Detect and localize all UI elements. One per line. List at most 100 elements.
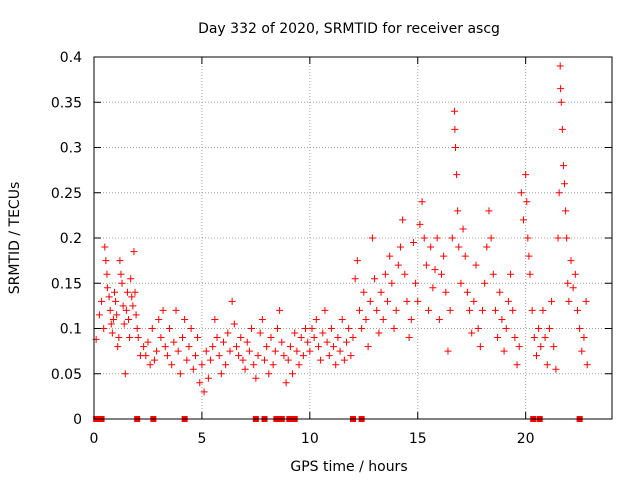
data-point [384,297,392,305]
data-point [191,352,199,360]
data-point [563,234,571,242]
data-point [409,239,417,247]
data-point [366,297,374,305]
data-point [470,297,478,305]
data-point [304,338,312,346]
data-point [100,325,108,332]
data-point [427,243,435,251]
data-point [494,334,502,342]
data-point [297,334,305,342]
data-point [371,275,379,283]
data-point [377,288,385,296]
data-point [202,347,210,355]
data-point [332,361,340,369]
data-point [148,325,156,332]
data-point [358,325,366,332]
data-point [550,343,558,351]
data-point [416,220,424,228]
data-point [108,329,116,337]
data-point [351,275,359,283]
data-point [245,347,253,355]
data-point [161,343,169,351]
data-point [576,325,584,332]
data-point [444,347,452,355]
data-point [582,297,590,305]
data-point [118,279,126,287]
data-point [425,306,433,314]
data-point [127,275,135,283]
data-point [204,374,212,382]
data-point [454,207,462,215]
data-point [334,334,342,342]
data-point [319,329,327,337]
data-point [220,338,227,346]
data-point [498,315,506,323]
data-point [433,234,441,242]
data-point [390,325,398,332]
data-point [520,216,528,224]
data-point [511,334,519,342]
data-point [119,302,127,310]
data-point [308,325,316,332]
data-point [559,162,567,170]
data-point [321,306,329,314]
data-point [276,306,284,314]
data-point [115,334,123,342]
data-point [261,356,269,364]
x-tick-label: 0 [90,431,99,447]
data-point [509,306,517,314]
data-point [463,288,471,296]
y-tick-label: 0 [73,412,82,428]
data-point [228,297,236,305]
data-point [571,270,579,278]
data-point [282,379,290,387]
data-point [200,388,208,396]
data-point [111,288,119,296]
data-point [485,207,493,215]
data-point [120,320,128,328]
data-point [472,261,480,269]
data-point [107,320,115,328]
data-point [565,297,573,305]
data-point [487,234,495,242]
data-point [132,311,140,319]
data-point [437,270,445,278]
data-point [403,297,411,305]
data-point [396,243,404,251]
data-point [459,225,467,233]
data-point [194,334,202,342]
data-point [431,266,439,274]
data-point [564,279,572,287]
data-point [291,329,299,337]
data-point [368,234,376,242]
data-point [522,171,530,179]
data-point [530,334,538,342]
data-point [496,288,504,296]
data-point [295,361,303,369]
data-point [502,325,510,332]
data-point [157,334,165,342]
data-point [122,306,130,314]
data-point [95,311,103,319]
y-tick-label: 0.25 [51,186,82,202]
data-point [392,306,400,314]
data-point [140,343,148,351]
data-point [239,356,247,364]
axis-ticks: 0 0.05 0.1 0.15 0.2 0.25 0.3 0.35 0.4 0 5 10 15 20 [51,50,612,447]
data-point [258,315,266,323]
data-point [491,306,499,314]
x-tick-label: 15 [409,431,427,447]
data-point [343,338,351,346]
data-point [481,279,489,287]
data-point [450,107,458,115]
y-tick-label: 0.4 [60,50,82,66]
data-point [230,320,238,328]
data-point [209,343,217,351]
data-point [130,248,138,256]
data-point [532,352,540,360]
data-point [524,234,532,242]
data-point [386,252,394,260]
data-point [552,365,560,373]
data-point [567,257,575,265]
